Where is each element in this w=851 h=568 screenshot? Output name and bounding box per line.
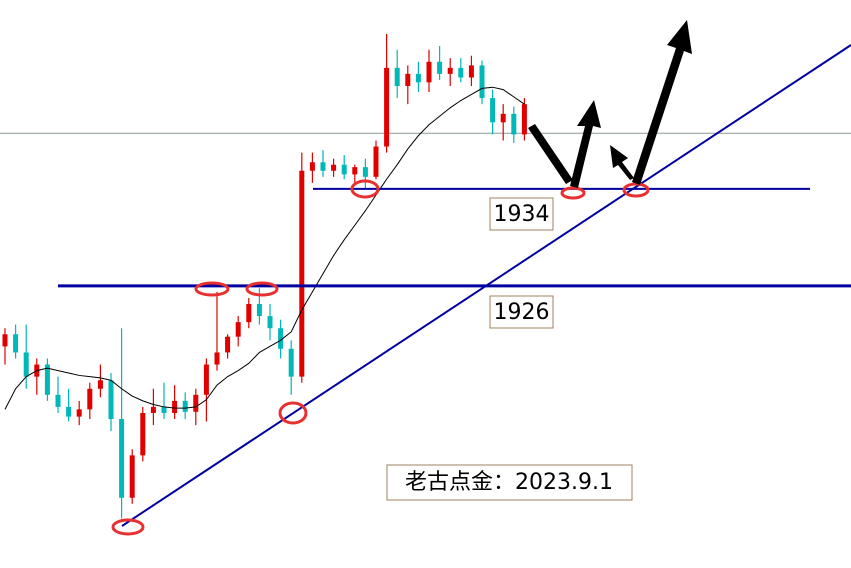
- ellipse: [622, 182, 650, 198]
- candle-body: [108, 380, 114, 420]
- ellipse: [111, 518, 145, 536]
- candle-body: [66, 406, 72, 417]
- candle-body: [521, 104, 527, 135]
- candle-body: [129, 455, 135, 498]
- candle-body: [341, 164, 347, 175]
- candle-body: [394, 67, 400, 86]
- candle-body: [13, 334, 19, 353]
- level-box: [489, 197, 554, 231]
- level-label: 1926: [494, 300, 550, 325]
- level-label: 1934: [494, 202, 550, 227]
- ellipse: [194, 281, 230, 297]
- candle-body: [203, 364, 209, 395]
- candle-body: [150, 406, 156, 413]
- candle-body: [246, 303, 252, 323]
- candle-body: [225, 336, 231, 353]
- candle-body: [161, 406, 167, 413]
- candle-body: [320, 162, 326, 171]
- candle-body: [405, 73, 411, 86]
- candle-body: [511, 113, 517, 135]
- candle-body: [119, 419, 125, 498]
- ellipse: [278, 401, 308, 425]
- candle-body: [267, 316, 273, 329]
- arrow: [528, 124, 573, 184]
- candle-body: [468, 65, 474, 78]
- ellipse: [245, 281, 279, 297]
- candle-body: [490, 98, 496, 123]
- candle-body: [373, 146, 379, 177]
- candle-body: [288, 348, 294, 377]
- candle-body: [309, 162, 315, 171]
- candle-body: [87, 388, 93, 410]
- candle-body: [479, 65, 485, 99]
- candle-body: [2, 334, 8, 347]
- candle-body: [97, 380, 103, 389]
- candle-body: [193, 394, 199, 412]
- average-line: [4, 86, 525, 410]
- arrow: [610, 145, 634, 180]
- candle-body: [235, 322, 241, 337]
- labels: 老古点金：2023.9.1 1934 1926: [386, 197, 633, 501]
- plot: [0, 33, 851, 519]
- candle-body: [437, 61, 443, 74]
- candle-body: [23, 352, 29, 377]
- candle-body: [278, 328, 284, 349]
- candle-body: [426, 61, 432, 83]
- candle-body: [458, 67, 464, 78]
- level-box: [489, 295, 554, 329]
- candle-body: [447, 67, 453, 74]
- candle-body: [415, 73, 421, 83]
- candle-body: [214, 352, 220, 365]
- candle-body: [362, 167, 368, 177]
- highlights: [111, 179, 650, 536]
- candle-body: [76, 409, 82, 417]
- ellipse: [350, 179, 380, 199]
- annotation-box: [386, 464, 633, 501]
- arrow: [632, 20, 692, 185]
- candle-body: [55, 394, 61, 407]
- candle-body: [384, 67, 390, 147]
- candle-body: [500, 113, 506, 123]
- candle-body: [256, 303, 262, 317]
- candle-body: [331, 164, 337, 171]
- arrow: [570, 100, 601, 188]
- candle-body: [44, 364, 50, 395]
- annotation: 老古点金：2023.9.1: [405, 470, 613, 495]
- arrows: [528, 20, 692, 188]
- candle-body: [172, 400, 178, 413]
- candle-body: [352, 167, 358, 175]
- ellipse: [560, 186, 586, 200]
- candle-body: [182, 400, 188, 412]
- candle-body: [299, 170, 305, 377]
- candle-body: [140, 412, 146, 456]
- trend-line: [121, 44, 851, 527]
